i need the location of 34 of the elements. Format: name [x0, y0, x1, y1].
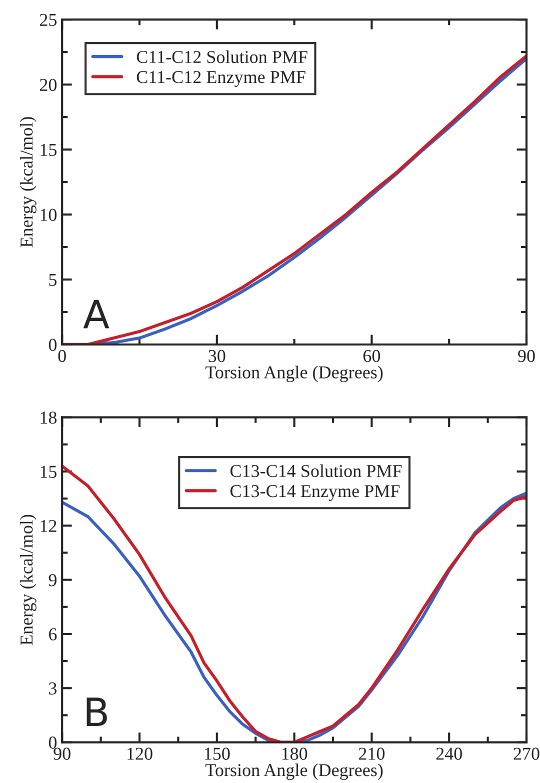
x-tick-label: 90 [54, 748, 70, 760]
y-tick-label: 25 [40, 14, 57, 26]
y-axis-title: Energy (kcal/mol) [20, 117, 36, 248]
annotation: A [83, 300, 110, 328]
y-tick-label: 15 [40, 144, 57, 156]
y-axis-title: Energy (kcal/mol) [20, 514, 36, 646]
y-tick-label: 6 [48, 628, 57, 640]
x-tick-label: 270 [514, 748, 540, 760]
x-tick-label: 0 [58, 350, 66, 362]
y-tick-label: 10 [40, 208, 57, 221]
y-tick-label: 5 [49, 274, 57, 286]
y-tick-label: 0 [48, 736, 57, 749]
y-tick-label: 18 [40, 412, 57, 424]
x-tick-label: 210 [358, 748, 385, 760]
legend-label: C13-C14 Solution PMF [230, 464, 402, 478]
x-tick-label: 30 [208, 350, 226, 362]
x-tick-label: 240 [436, 748, 462, 760]
y-tick-label: 0 [48, 338, 57, 351]
x-tick-label: 120 [128, 748, 152, 760]
y-tick-label: 12 [40, 520, 56, 532]
y-tick-label: 3 [49, 682, 57, 695]
x-tick-label: 180 [282, 748, 308, 760]
x-tick-label: 150 [204, 748, 230, 760]
y-tick-label: 20 [40, 78, 57, 92]
legend-label: C11-C12 Enzyme PMF [136, 71, 306, 87]
x-tick-label: 60 [363, 350, 380, 362]
legend-label: C11-C12 Solution PMF [136, 50, 308, 64]
x-axis-title: Torsion Angle (Degrees) [206, 764, 383, 780]
y-tick-label: 9 [48, 574, 56, 586]
annotation: B [86, 698, 107, 726]
x-tick-label: 90 [518, 350, 535, 362]
x-axis-title: Torsion Angle (Degrees) [206, 366, 383, 382]
legend-label: C13-C14 Enzyme PMF [230, 485, 400, 501]
y-tick-label: 15 [40, 466, 57, 478]
